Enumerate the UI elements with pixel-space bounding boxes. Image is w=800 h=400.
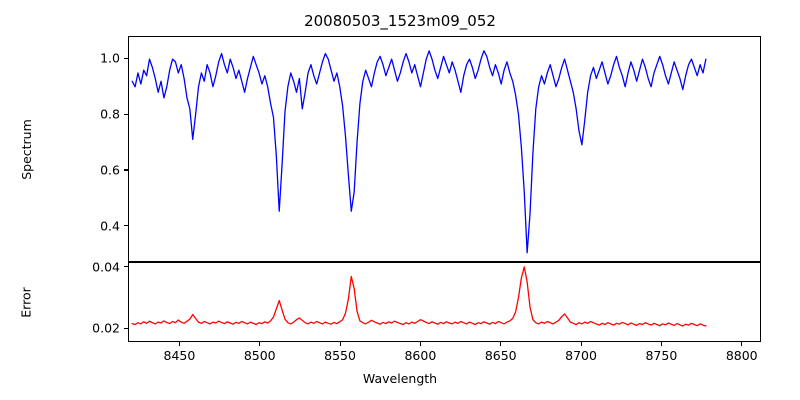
spectrum-y-tick-label: 0.6 [100,162,120,178]
error-axis-label: Error [18,286,34,318]
spectrum-panel [128,36,761,262]
x-tickmark [741,342,743,346]
x-tick-label: 8650 [484,348,517,363]
spectrum-y-tick-label: 1.0 [100,50,120,66]
x-tickmark [419,342,421,346]
x-tick-label: 8600 [404,348,437,363]
x-tickmark [259,342,261,346]
spectrum-y-tick-label: 0.8 [100,106,120,122]
spectrum-y-tickmark [124,113,128,115]
spectrum-y-tickmark [124,225,128,227]
spectrum-y-tickmark [124,57,128,59]
page-title: 20080503_1523m09_052 [304,12,496,30]
spectrum-y-tickmark [124,169,128,171]
error-y-tick-label: 0.04 [92,259,120,275]
x-tickmark [178,342,180,346]
spectrum-plot-area [131,50,707,254]
error-y-tickmark [124,266,128,268]
x-tick-label: 8700 [565,348,597,363]
x-tick-label: 8450 [163,348,196,363]
error-data-line [131,266,707,327]
x-tickmark [339,342,341,346]
error-panel [128,262,761,342]
x-tick-label: 8800 [725,348,758,363]
x-tick-label: 8750 [645,348,678,363]
error-y-tickmark [124,327,128,329]
wavelength-axis-label: Wavelength [362,371,438,386]
x-tickmark [580,342,582,346]
error-plot-area [131,266,707,327]
spectrum-y-tick-label: 0.4 [100,218,120,234]
x-tick-label: 8550 [324,348,356,363]
x-tick-label: 8500 [243,348,276,363]
spectrum-data-line [131,50,707,254]
x-tickmark [500,342,502,346]
error-y-tick-label: 0.02 [92,320,120,336]
spectrum-axis-label: Spectrum [18,118,34,180]
x-tickmark [660,342,662,346]
